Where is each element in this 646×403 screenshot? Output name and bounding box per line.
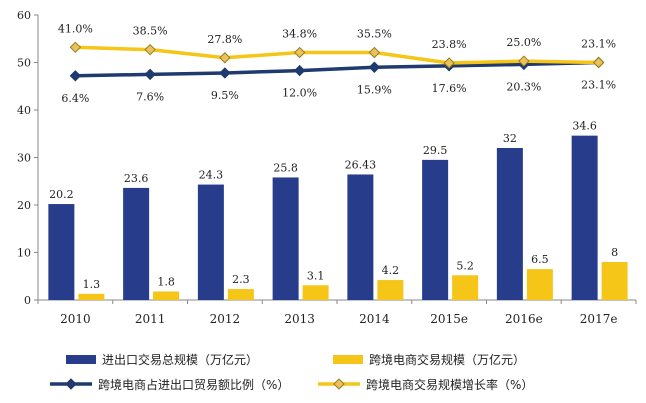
line-data-label: 20.3% <box>506 80 541 93</box>
line-data-label: 23.8% <box>432 38 467 51</box>
bar-data-label: 1.8 <box>157 275 175 288</box>
line-point <box>69 41 82 54</box>
bar-layer <box>48 135 628 300</box>
bar <box>227 289 254 300</box>
legend-label: 跨境电商交易规模增长率（%） <box>366 377 533 392</box>
bar <box>48 204 75 300</box>
label-layer: 20.2 23.6 24.3 25.8 26.43 29.5 32 34.6 1.3 1.8 2.3… <box>49 22 618 291</box>
bar-data-label: 6.5 <box>531 253 549 266</box>
bar <box>377 280 404 300</box>
x-tick-label: 2010 <box>60 312 91 326</box>
bar-data-label: 1.3 <box>83 278 101 291</box>
bar <box>496 148 523 300</box>
bar-data-label: 2.3 <box>232 273 250 286</box>
line-data-label: 35.5% <box>357 28 392 41</box>
legend-label: 跨境电商占进出口贸易额比例（%） <box>98 377 289 392</box>
line-point <box>144 43 156 56</box>
bar <box>601 262 628 300</box>
bar <box>452 275 479 300</box>
bar <box>571 135 598 300</box>
series-line <box>75 60 599 78</box>
line-point <box>219 67 231 79</box>
bar-data-label: 25.8 <box>273 161 298 174</box>
legend-label: 进出口交易总规模（万亿元） <box>102 352 258 367</box>
bar-data-label: 29.5 <box>423 144 448 157</box>
x-tick-label: 2016e <box>505 312 543 326</box>
legend-swatch <box>333 355 363 364</box>
line-data-label: 15.9% <box>357 83 392 96</box>
bar <box>153 291 180 300</box>
legend-marker <box>333 378 345 390</box>
legend-swatch <box>66 355 96 364</box>
line-point <box>219 52 231 64</box>
bar <box>422 159 449 300</box>
series-line <box>75 45 599 65</box>
bar-data-label: 23.6 <box>124 172 149 185</box>
bar <box>197 184 224 300</box>
line-point <box>144 68 156 81</box>
line-data-label: 34.8% <box>282 28 317 41</box>
bar <box>78 293 105 300</box>
y-tick-label: 0 <box>24 294 31 307</box>
y-tick-label: 30 <box>17 152 31 165</box>
bar-data-label: 20.2 <box>49 188 74 201</box>
line-point <box>368 46 381 59</box>
line-layer <box>69 41 605 82</box>
line-data-label: 23.1% <box>581 38 616 51</box>
bar <box>272 177 299 300</box>
legend-label: 跨境电商交易规模（万亿元） <box>369 352 525 367</box>
bar <box>302 285 329 300</box>
x-tick-label: 2011 <box>135 312 166 326</box>
line-data-label: 23.1% <box>581 79 616 92</box>
bar-data-label: 26.43 <box>345 158 377 171</box>
x-tick-label: 2015e <box>430 312 468 326</box>
line-data-label: 25.0% <box>506 36 541 49</box>
line-point <box>443 57 455 69</box>
legend: 进出口交易总规模（万亿元） 跨境电商交易规模（万亿元） 跨境电商占进出口贸易额比例（… <box>50 352 533 392</box>
bar <box>347 174 374 300</box>
bar <box>123 187 150 300</box>
bar-data-label: 5.2 <box>456 259 474 272</box>
line-data-label: 7.6% <box>136 90 164 103</box>
chart-axes: 0 10 20 30 40 50 60 2010 2011 2012 2013 2014 2015e 20… <box>17 9 637 326</box>
y-tick-label: 60 <box>17 9 31 22</box>
x-tick-label: 2014 <box>359 312 390 326</box>
x-tick-label: 2017e <box>580 312 618 326</box>
line-point <box>293 64 306 77</box>
line-point <box>69 70 82 82</box>
y-tick-label: 20 <box>17 199 31 212</box>
line-point <box>592 56 605 69</box>
line-data-label: 17.6% <box>432 82 467 95</box>
bar-data-label: 24.3 <box>199 169 224 182</box>
y-tick-label: 50 <box>17 57 31 70</box>
line-data-label: 12.0% <box>282 87 317 100</box>
line-data-label: 9.5% <box>211 89 239 102</box>
line-point <box>293 46 306 59</box>
y-tick-label: 10 <box>17 247 31 260</box>
line-data-label: 38.5% <box>133 25 168 38</box>
bar-data-label: 34.6 <box>572 120 597 133</box>
x-tick-label: 2013 <box>284 312 315 326</box>
line-data-label: 27.8% <box>207 33 242 46</box>
bar <box>526 269 553 300</box>
line-data-label: 6.4% <box>61 92 89 105</box>
y-tick-label: 40 <box>17 104 31 117</box>
bar-data-label: 32 <box>503 132 517 145</box>
legend-marker <box>65 378 77 390</box>
x-tick-label: 2012 <box>210 312 241 326</box>
bar-data-label: 8 <box>611 246 618 259</box>
line-point <box>518 55 530 67</box>
bar-data-label: 3.1 <box>307 269 325 282</box>
bar-data-label: 4.2 <box>382 264 400 277</box>
line-data-label: 41.0% <box>58 22 93 35</box>
line-point <box>368 61 381 73</box>
